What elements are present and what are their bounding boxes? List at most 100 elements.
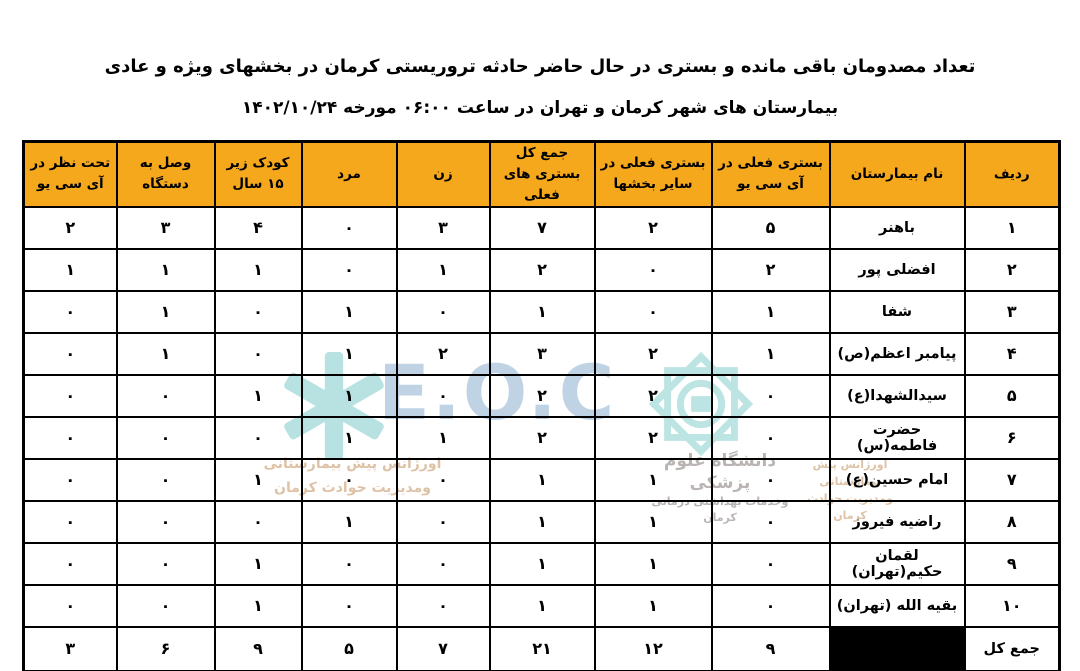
total-row: جمع کل ۹ ۱۲ ۲۱ ۷ ۵ ۹ ۶ ۳ [22, 625, 1061, 671]
table-row: ۲ افضلی پور ۲ ۰ ۲ ۱ ۰ ۱ ۱ ۱ [22, 247, 1061, 292]
casualty-table: ردیف نام بیمارستان بستری فعلی در آی سی یو ب… [22, 140, 1061, 671]
value-cell: ۰ [710, 373, 831, 418]
total-value-cell: ۵ [300, 625, 398, 671]
value-cell: ۰ [22, 289, 118, 334]
value-cell: ۱ [213, 457, 303, 502]
value-cell: ۰ [710, 583, 831, 628]
value-cell: ۰ [115, 541, 216, 586]
value-cell: ۲ [593, 415, 713, 460]
value-cell: ۱ [488, 541, 596, 586]
title-line-2: بیمارستان های شهر کرمان و تهران در ساعت … [241, 98, 839, 118]
row-index-cell: ۵ [963, 373, 1061, 418]
value-cell: ۰ [300, 247, 398, 292]
value-cell: ۱ [593, 541, 713, 586]
value-cell: ۰ [300, 205, 398, 250]
table-row: ۱ باهنر ۵ ۲ ۷ ۳ ۰ ۴ ۳ ۲ [22, 205, 1061, 250]
table-row: ۵ سیدالشهدا(ع) ۰ ۲ ۲ ۰ ۱ ۱ ۰ ۰ [22, 373, 1061, 418]
redacted-cell [828, 625, 966, 671]
value-cell: ۰ [115, 499, 216, 544]
value-cell: ۰ [593, 247, 713, 292]
hospital-name-cell: امام حسین(ع) [828, 457, 966, 502]
row-index-cell: ۴ [963, 331, 1061, 376]
value-cell: ۰ [22, 541, 118, 586]
table-row: ۶ حضرت فاطمه(س) ۰ ۲ ۲ ۱ ۱ ۰ ۰ ۰ [22, 415, 1061, 460]
value-cell: ۳ [395, 205, 491, 250]
value-cell: ۲ [488, 247, 596, 292]
table-row: ۱۰ بقیه الله (تهران) ۰ ۱ ۱ ۰ ۰ ۱ ۰ ۰ [22, 583, 1061, 628]
hospital-name-cell: پیامبر اعظم(ص) [828, 331, 966, 376]
value-cell: ۱ [300, 289, 398, 334]
value-cell: ۱ [488, 583, 596, 628]
row-index-cell: ۸ [963, 499, 1061, 544]
value-cell: ۱ [488, 457, 596, 502]
row-index-cell: ۲ [963, 247, 1061, 292]
value-cell: ۰ [710, 541, 831, 586]
hospital-name-cell: افضلی پور [828, 247, 966, 292]
value-cell: ۱ [213, 247, 303, 292]
value-cell: ۲ [593, 373, 713, 418]
value-cell: ۱ [488, 289, 596, 334]
value-cell: ۰ [395, 499, 491, 544]
value-cell: ۰ [115, 457, 216, 502]
column-header-0: ردیف [963, 140, 1061, 208]
value-cell: ۱ [395, 415, 491, 460]
value-cell: ۱ [593, 457, 713, 502]
value-cell: ۱ [488, 499, 596, 544]
column-header-1: نام بیمارستان [828, 140, 966, 208]
value-cell: ۲ [488, 415, 596, 460]
value-cell: ۰ [395, 289, 491, 334]
value-cell: ۱ [22, 247, 118, 292]
value-cell: ۱ [300, 373, 398, 418]
total-value-cell: ۱۲ [593, 625, 713, 671]
value-cell: ۲ [593, 331, 713, 376]
table-row: ۴ پیامبر اعظم(ص) ۱ ۲ ۳ ۲ ۱ ۰ ۱ ۰ [22, 331, 1061, 376]
value-cell: ۱ [300, 415, 398, 460]
table-row: ۳ شفا ۱ ۰ ۱ ۰ ۱ ۰ ۱ ۰ [22, 289, 1061, 334]
value-cell: ۷ [488, 205, 596, 250]
total-value-cell: ۹ [213, 625, 303, 671]
value-cell: ۱ [115, 289, 216, 334]
value-cell: ۳ [488, 331, 596, 376]
value-cell: ۰ [395, 373, 491, 418]
value-cell: ۱ [213, 541, 303, 586]
table-row: ۸ راضیه فیروز ۰ ۱ ۱ ۰ ۱ ۰ ۰ ۰ [22, 499, 1061, 544]
total-value-cell: ۷ [395, 625, 491, 671]
value-cell: ۰ [593, 289, 713, 334]
value-cell: ۰ [22, 583, 118, 628]
total-label-cell: جمع کل [963, 625, 1061, 671]
value-cell: ۰ [213, 331, 303, 376]
value-cell: ۰ [395, 541, 491, 586]
column-header-6: مرد [300, 140, 398, 208]
value-cell: ۰ [395, 457, 491, 502]
hospital-name-cell: لقمان حکیم(تهران) [828, 541, 966, 586]
column-header-4: جمع کل بستری های فعلی [488, 140, 596, 208]
hospital-name-cell: شفا [828, 289, 966, 334]
value-cell: ۰ [710, 457, 831, 502]
value-cell: ۰ [300, 457, 398, 502]
value-cell: ۲ [710, 247, 831, 292]
value-cell: ۵ [710, 205, 831, 250]
value-cell: ۰ [213, 499, 303, 544]
total-value-cell: ۹ [710, 625, 831, 671]
value-cell: ۰ [22, 331, 118, 376]
report-title: تعداد مصدومان باقی مانده و بستری در حال … [0, 56, 1080, 118]
row-index-cell: ۱ [963, 205, 1061, 250]
value-cell: ۱ [593, 583, 713, 628]
value-cell: ۱ [300, 331, 398, 376]
value-cell: ۱ [115, 331, 216, 376]
value-cell: ۰ [300, 541, 398, 586]
value-cell: ۱ [213, 583, 303, 628]
row-index-cell: ۷ [963, 457, 1061, 502]
title-line-1: تعداد مصدومان باقی مانده و بستری در حال … [104, 56, 976, 77]
total-value-cell: ۲۱ [488, 625, 596, 671]
table-header-row: ردیف نام بیمارستان بستری فعلی در آی سی یو ب… [22, 140, 1061, 208]
value-cell: ۰ [710, 415, 831, 460]
value-cell: ۰ [213, 415, 303, 460]
value-cell: ۰ [115, 415, 216, 460]
hospital-name-cell: باهنر [828, 205, 966, 250]
column-header-8: وصل به دستگاه [115, 140, 216, 208]
total-value-cell: ۳ [22, 625, 118, 671]
value-cell: ۲ [488, 373, 596, 418]
value-cell: ۰ [22, 373, 118, 418]
